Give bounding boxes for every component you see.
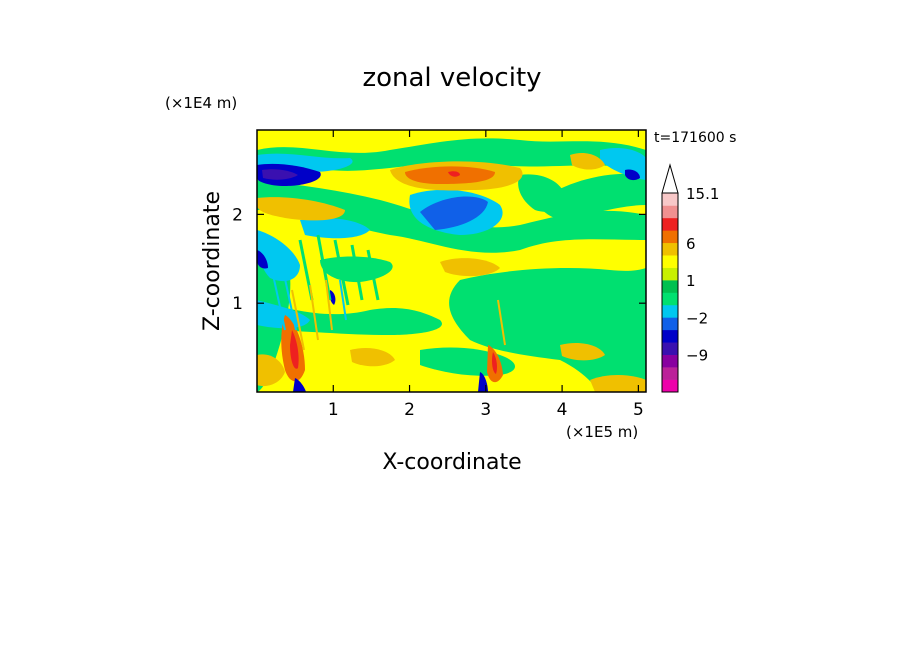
colorbar-swatch	[662, 255, 678, 268]
colorbar-swatch	[662, 267, 678, 281]
contour-field	[257, 138, 646, 392]
colorbar: 15.1 6 1 −2 −9	[661, 163, 719, 393]
colorbar-tick-label: 15.1	[686, 185, 719, 203]
colorbar-swatch	[662, 193, 678, 206]
x-tick-label: 1	[328, 400, 339, 420]
colorbar-frame	[661, 192, 679, 393]
colorbar-swatch	[662, 217, 678, 231]
plot-area	[257, 130, 646, 392]
time-label: t=171600 s	[654, 130, 736, 146]
y-axis: 12	[232, 205, 646, 314]
x-tick-label: 2	[404, 400, 415, 420]
y-axis-label: Z-coordinate	[200, 191, 225, 331]
colorbar-extend-arrow	[661, 163, 679, 194]
y-tick-label: 2	[232, 205, 243, 225]
x-unit-label: (×1E5 m)	[566, 423, 638, 441]
plot-frame	[256, 129, 647, 393]
colorbar-swatch	[662, 304, 678, 318]
colorbar-tick-label: 6	[686, 235, 696, 253]
colorbar-swatch	[662, 230, 678, 244]
colorbar-tick-label: −2	[686, 309, 708, 327]
colorbar-swatch	[662, 317, 678, 331]
colorbar-swatch	[662, 242, 678, 256]
x-axis: 1 2 3 4 5	[328, 130, 644, 420]
colorbar-swatch	[662, 354, 678, 368]
colorbar-swatch	[662, 379, 678, 393]
colorbar-tick-label: 1	[686, 272, 696, 290]
x-axis-label: X-coordinate	[382, 450, 521, 475]
x-tick-label: 3	[480, 400, 491, 420]
colorbar-swatch	[662, 292, 678, 306]
colorbar-swatch	[662, 280, 678, 293]
x-tick-label: 5	[633, 400, 644, 420]
colorbar-swatch	[662, 342, 678, 355]
colorbar-swatch	[662, 205, 678, 219]
colorbar-swatch	[662, 329, 678, 343]
x-tick-label: 4	[557, 400, 568, 420]
colorbar-swatch	[662, 367, 678, 380]
y-tick-label: 1	[232, 294, 243, 314]
colorbar-tick-label: −9	[686, 347, 708, 365]
chart-title: zonal velocity	[362, 63, 541, 93]
y-unit-label: (×1E4 m)	[165, 94, 237, 112]
